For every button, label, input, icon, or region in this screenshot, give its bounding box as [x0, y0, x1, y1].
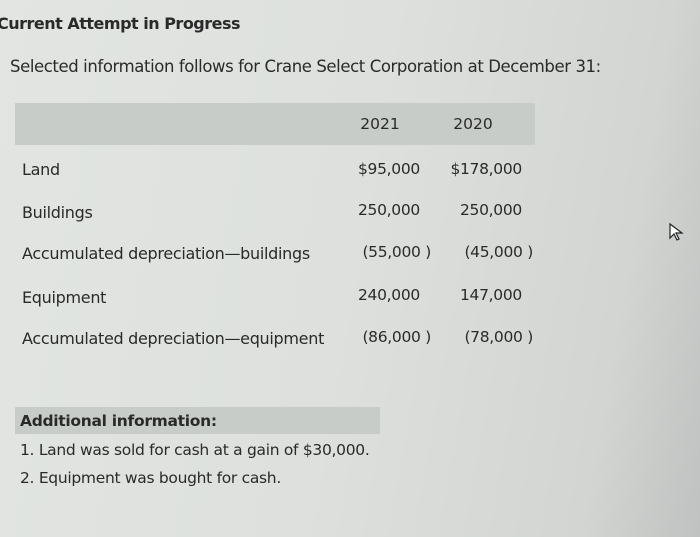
question-intro: Selected information follows for Crane S… — [10, 57, 601, 76]
mouse-pointer-icon — [668, 222, 686, 246]
value-2020: (45,000 ) — [464, 243, 533, 261]
row-label: Accumulated depreciation—buildings — [22, 244, 310, 263]
additional-info-heading: Additional information: — [20, 412, 217, 430]
additional-info-header — [15, 407, 380, 434]
row-label: Equipment — [22, 288, 107, 307]
value-2021: (55,000 ) — [362, 243, 431, 261]
row-label: Land — [22, 160, 60, 179]
additional-info-item: 1. Land was sold for cash at a gain of $… — [20, 441, 370, 459]
value-2021: 240,000 — [358, 286, 420, 304]
value-2020: (78,000 ) — [464, 328, 533, 346]
additional-info-item: 2. Equipment was bought for cash. — [20, 469, 281, 487]
page-title: Current Attempt in Progress — [0, 14, 241, 33]
column-header-2020: 2020 — [453, 115, 493, 133]
row-label: Accumulated depreciation—equipment — [22, 329, 325, 348]
value-2021: 250,000 — [358, 201, 420, 219]
value-2020: $178,000 — [450, 160, 522, 178]
table-header — [15, 103, 535, 145]
column-header-2021: 2021 — [360, 115, 400, 133]
value-2020: 147,000 — [460, 286, 522, 304]
row-label: Buildings — [22, 203, 93, 222]
value-2020: 250,000 — [460, 201, 522, 219]
value-2021: (86,000 ) — [362, 328, 431, 346]
value-2021: $95,000 — [358, 160, 420, 178]
